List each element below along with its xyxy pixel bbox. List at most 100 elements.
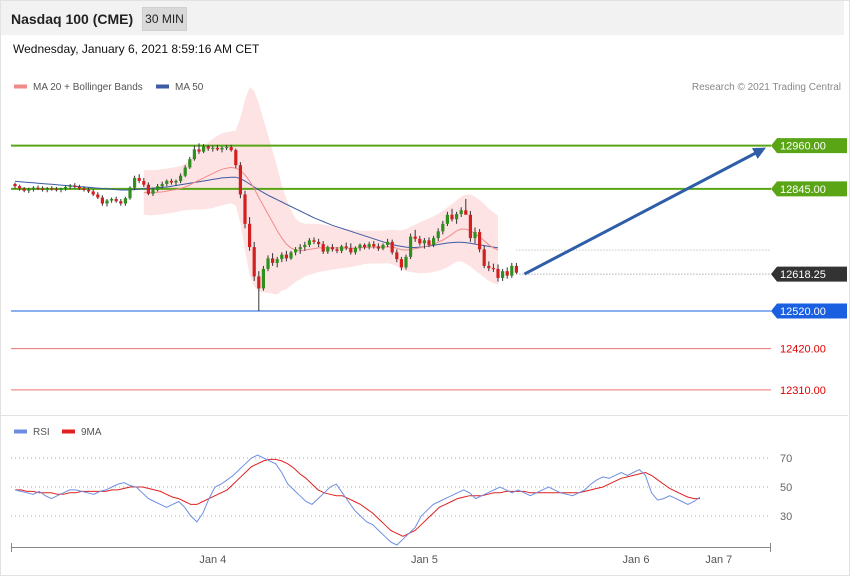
candle-body [248, 223, 252, 248]
interval-button[interactable]: 30 MIN [142, 7, 187, 31]
candle-body [36, 187, 40, 189]
forecast-arrow [523, 147, 766, 276]
candle-body [229, 147, 233, 151]
bollinger-fill [143, 87, 499, 295]
rsi-ma-line [15, 458, 700, 537]
candle-body [514, 265, 518, 273]
candlesticks [13, 143, 518, 311]
candle-body [445, 214, 449, 224]
candle-body [174, 180, 178, 183]
candle-body [289, 252, 293, 259]
candle-body [271, 258, 275, 263]
candle-body [68, 185, 72, 187]
candle-body [133, 177, 137, 188]
candle-body [491, 268, 495, 270]
level-label-12845.00: 12845.00 [780, 184, 826, 196]
candle-body [183, 167, 187, 176]
candle-body [50, 188, 54, 190]
ma50-legend-label: MA 50 [175, 82, 204, 93]
level-label-12960.00: 12960.00 [780, 141, 826, 153]
rsi-panel: 70 50 30 [11, 453, 792, 546]
candle-body [386, 241, 390, 245]
candle-body [478, 232, 482, 250]
level-label-12520.00: 12520.00 [780, 306, 826, 318]
candle-body [349, 247, 353, 253]
rsi-tick-50: 50 [780, 482, 792, 494]
candle-body [496, 268, 500, 278]
ma20-legend-swatch [14, 84, 27, 89]
candle-body [156, 186, 160, 190]
candle-body [432, 238, 436, 245]
candle-body [358, 244, 362, 248]
candle-body [114, 198, 118, 202]
rsi-legend-label: RSI [33, 427, 50, 438]
instrument-title: Nasdaq 100 (CME) [11, 11, 134, 27]
chart-header: Nasdaq 100 (CME) 30 MIN [1, 1, 844, 35]
candle-body [257, 276, 261, 289]
candle-body [13, 183, 17, 187]
candle-body [225, 147, 229, 149]
candle-body [399, 259, 403, 268]
candle-body [110, 198, 114, 201]
candle-body [165, 180, 169, 184]
candle-body [87, 189, 91, 192]
bollinger-band [143, 87, 499, 295]
level-tag-12845.00 [771, 181, 847, 197]
candle-body [468, 214, 472, 239]
candle-body [307, 240, 311, 245]
x-tick-label: Jan 6 [623, 554, 650, 566]
candle-body [215, 147, 219, 150]
candle-body [501, 271, 505, 278]
candle-body [146, 184, 150, 194]
candle-body [234, 150, 238, 166]
arrow-shaft [523, 150, 758, 276]
candle-body [390, 241, 394, 253]
ma20-legend-label: MA 20 + Bollinger Bands [33, 82, 143, 93]
candle-body [252, 247, 256, 277]
candle-body [91, 191, 95, 195]
candle-body [303, 244, 307, 248]
candle-body [298, 247, 302, 250]
candle-body [82, 188, 86, 190]
current-price-line [516, 249, 771, 275]
candle-body [169, 180, 173, 183]
rsi-ma-legend-swatch [62, 429, 75, 434]
candle-body [395, 252, 399, 260]
candle-body [487, 265, 491, 269]
candle-body [317, 241, 321, 245]
rsi-legend-swatch [14, 429, 27, 434]
level-label-12420.00: 12420.00 [780, 344, 826, 356]
candle-body [404, 256, 408, 268]
candle-body [505, 271, 509, 276]
candle-body [41, 188, 45, 190]
candle-body [192, 149, 196, 160]
candle-body [202, 146, 206, 152]
candle-body [22, 188, 26, 191]
candle-body [376, 246, 380, 249]
candle-body [455, 214, 459, 220]
candle-body [372, 244, 376, 247]
ma50-legend-swatch [156, 84, 169, 89]
candle-body [261, 268, 265, 289]
candle-body [128, 187, 132, 199]
candle-body [123, 198, 127, 204]
candle-body [27, 189, 31, 191]
candle-body [335, 249, 339, 251]
candle-body [330, 247, 334, 250]
candle-body [266, 258, 270, 269]
candle-body [59, 188, 63, 190]
candle-body [206, 146, 210, 149]
x-axis: Jan 4 Jan 5 Jan 6 Jan 7 [11, 543, 771, 566]
candle-body [367, 244, 371, 248]
ma20-line [143, 166, 499, 252]
candle-body [464, 210, 468, 215]
candle-body [459, 210, 463, 215]
level-tags: 12960.00 12845.00 12520.00 12420.00 12310.00… [771, 138, 847, 397]
candle-body [18, 186, 22, 189]
candle-body [238, 165, 242, 195]
candle-body [54, 189, 58, 191]
arrow-head [752, 147, 766, 159]
candle-body [422, 240, 426, 244]
price-levels [11, 144, 771, 391]
candle-body [211, 147, 215, 149]
